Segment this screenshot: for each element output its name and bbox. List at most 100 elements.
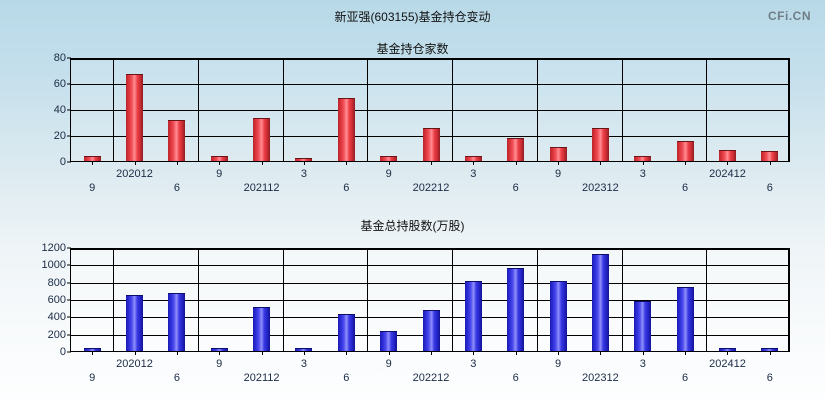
- y-axis-tick-label: 800: [47, 276, 66, 289]
- x-axis-tick-mark: [92, 161, 93, 165]
- plot-right-border: [788, 248, 790, 351]
- y-axis-tick-mark: [67, 334, 71, 336]
- x-axis-tick-mark: [431, 161, 432, 165]
- x-axis-tick-mark: [473, 161, 474, 165]
- bar: [253, 306, 271, 351]
- gridline-vertical: [706, 248, 707, 351]
- bar: [591, 253, 609, 351]
- x-axis-tick-label: 3: [639, 168, 646, 180]
- x-axis-tick-mark: [685, 351, 686, 355]
- chart-2-plot-area: 0 200 400 600 800 1000 1200 9 202012 6 9 202112 3 6 9 2…: [42, 242, 790, 384]
- bar: [168, 292, 186, 351]
- x-axis-tick-label: 9: [385, 358, 392, 370]
- fund-holder-count-chart: 0 20 40 60 80 9 202012 6 9 202112 3 6 9 202212 3 6 9 2023…: [54, 52, 790, 194]
- plot-right-border: [788, 58, 790, 161]
- x-axis-tick-mark: [473, 351, 474, 355]
- x-axis-tick-label: 202212: [412, 182, 450, 194]
- bar: [126, 295, 144, 351]
- y-axis-tick-label: 1000: [41, 259, 66, 272]
- x-axis-tick-mark: [643, 351, 644, 355]
- page-title: 新亚强(603155)基金持仓变动: [334, 10, 491, 24]
- x-axis-tick-label: 6: [682, 372, 689, 384]
- x-axis-tick-label: 6: [766, 372, 773, 384]
- bar: [676, 286, 694, 351]
- y-axis-tick-label: 200: [47, 328, 66, 341]
- gridline-horizontal: [71, 265, 790, 267]
- x-axis-tick-mark: [431, 351, 432, 355]
- bar: [718, 149, 736, 161]
- x-axis-tick-label: 202312: [582, 182, 619, 194]
- y-axis-tick-label: 40: [53, 104, 66, 116]
- x-axis-tick-label: 6: [512, 182, 519, 194]
- x-axis-tick-mark: [600, 351, 601, 355]
- gridline-vertical: [537, 58, 538, 161]
- bar: [507, 137, 525, 161]
- bar: [380, 156, 398, 161]
- bar: [634, 156, 652, 161]
- x-axis-tick-label: 202312: [582, 372, 619, 384]
- x-axis-tick-mark: [685, 161, 686, 165]
- y-axis-tick-mark: [67, 247, 71, 249]
- x-axis-tick-label: 9: [554, 358, 562, 370]
- x-axis-tick-label: 3: [300, 358, 307, 370]
- x-axis-tick-mark: [219, 351, 220, 355]
- x-axis-tick-label: 9: [216, 358, 223, 370]
- gridline-vertical: [198, 248, 199, 351]
- x-axis-tick-label: 202112: [243, 372, 280, 384]
- bar: [422, 310, 440, 351]
- x-axis-tick-label: 6: [512, 372, 519, 384]
- x-axis-tick-mark: [262, 351, 263, 355]
- bar: [634, 301, 652, 351]
- x-axis-tick-mark: [135, 161, 136, 165]
- bar: [210, 348, 228, 351]
- x-axis-tick-mark: [600, 161, 601, 165]
- gridline-vertical: [283, 248, 284, 351]
- x-axis-tick-label: 6: [343, 372, 350, 384]
- x-axis-tick-mark: [516, 161, 517, 165]
- gridline-vertical: [113, 248, 114, 351]
- x-axis-tick-label: 3: [639, 358, 646, 370]
- x-axis-tick-label: 6: [343, 182, 350, 194]
- y-axis-tick-label: 400: [47, 311, 66, 324]
- x-axis-tick-label: 9: [89, 372, 96, 384]
- x-axis-tick-mark: [770, 161, 771, 165]
- bar: [718, 348, 736, 351]
- bar: [380, 331, 398, 351]
- x-axis-tick-mark: [389, 161, 390, 165]
- x-axis-tick-label: 202012: [116, 358, 153, 370]
- x-axis-tick-mark: [219, 161, 220, 165]
- x-axis-tick-label: 9: [216, 168, 223, 180]
- y-axis-tick-mark: [67, 161, 71, 163]
- x-axis-tick-label: 202412: [709, 168, 746, 180]
- gridline-vertical: [537, 248, 538, 351]
- y-axis-tick-mark: [67, 264, 71, 266]
- x-axis-tick-label: 202012: [116, 168, 153, 180]
- bar: [210, 156, 228, 161]
- x-axis-tick-label: 202112: [243, 182, 280, 194]
- x-axis-tick-mark: [304, 161, 305, 165]
- bar: [295, 158, 313, 161]
- x-axis-tick-mark: [389, 351, 390, 355]
- x-axis-tick-mark: [558, 161, 559, 165]
- y-axis-tick-mark: [67, 351, 71, 353]
- gridline-vertical: [452, 58, 453, 161]
- y-axis-tick-label: 600: [47, 294, 66, 306]
- x-axis-tick-label: 3: [470, 168, 477, 180]
- gridline-vertical: [367, 58, 368, 161]
- x-axis-tick-mark: [135, 351, 136, 355]
- x-axis-tick-mark: [558, 351, 559, 355]
- bar: [591, 127, 609, 161]
- gridline-horizontal: [71, 300, 790, 301]
- x-axis-tick-mark: [177, 351, 178, 355]
- gridline-horizontal: [71, 84, 790, 85]
- x-axis-tick-label: 6: [173, 372, 180, 384]
- x-axis-tick-mark: [727, 351, 728, 355]
- x-axis-tick-label: 9: [89, 182, 96, 194]
- gridline-vertical: [706, 58, 707, 161]
- y-axis-tick-label: 60: [53, 78, 66, 90]
- watermark-label: CFi.CN: [768, 9, 811, 23]
- x-axis-tick-label: 6: [173, 182, 180, 194]
- chart-1-plot-area: 0 20 40 60 80 9 202012 6 9 202112 3 6 9 202212 3 6 9 2023…: [54, 52, 790, 194]
- x-axis-tick-label: 3: [300, 168, 307, 180]
